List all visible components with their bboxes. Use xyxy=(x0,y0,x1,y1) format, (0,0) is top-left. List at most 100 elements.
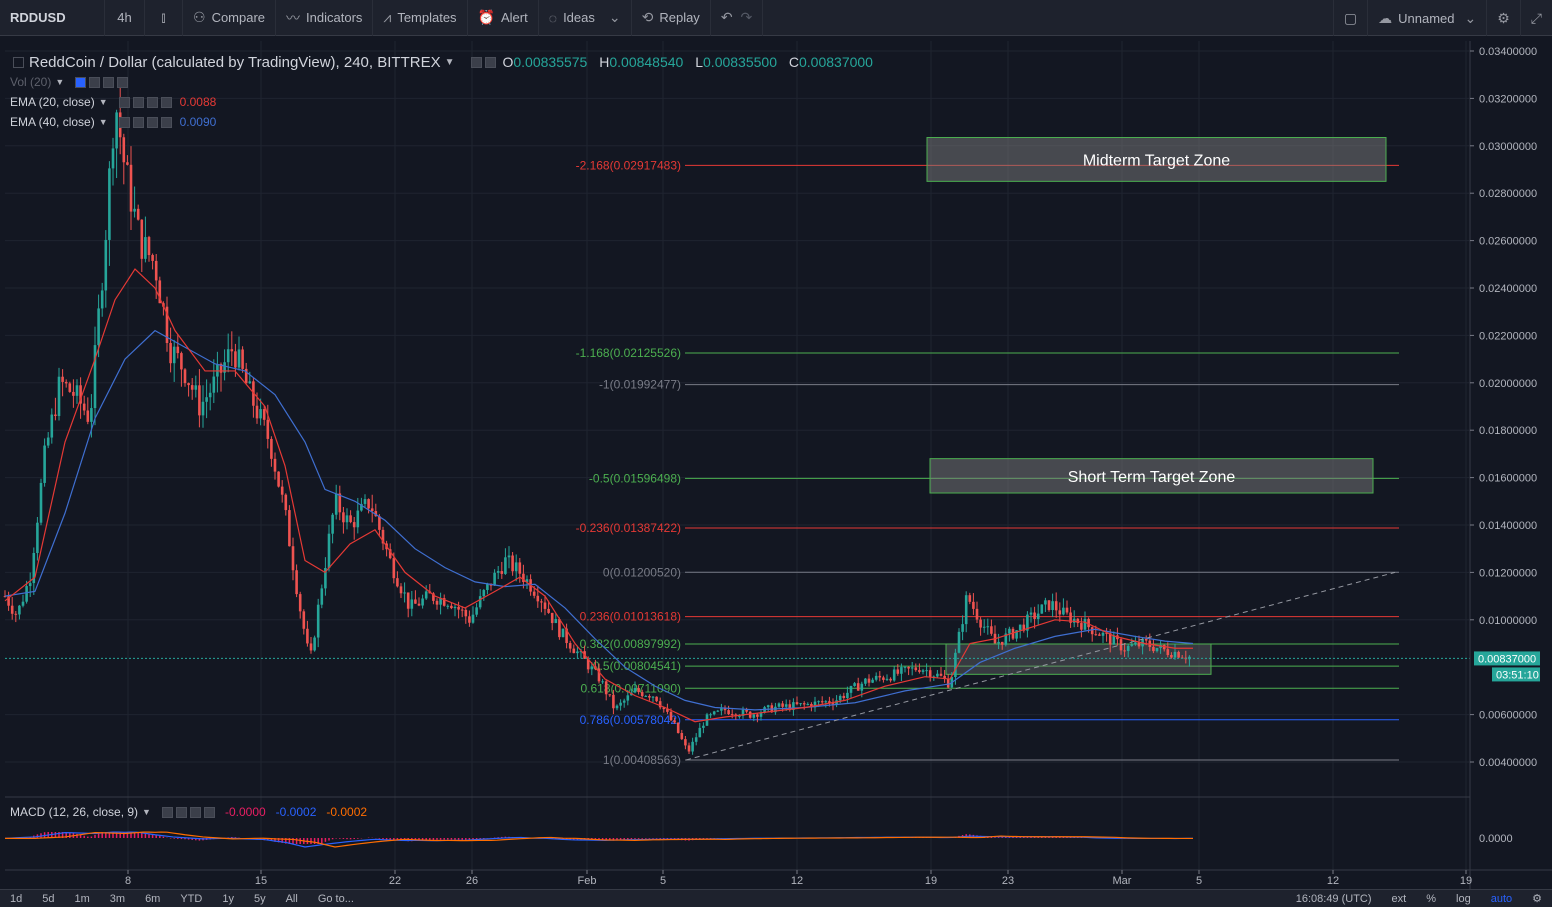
gear-icon[interactable] xyxy=(485,56,497,68)
chevron-down-icon[interactable]: ▼ xyxy=(98,117,108,127)
candle-body xyxy=(280,486,284,495)
time-axis[interactable]: 8 15 22 26 Feb 5 12 19 23 Mar 5 12 19 xyxy=(125,870,1472,887)
candle-body xyxy=(316,604,320,638)
candle-body xyxy=(550,612,554,624)
candle-body xyxy=(403,592,406,594)
chart-type-button[interactable]: ⫾ xyxy=(145,0,183,36)
gear-icon[interactable]: ⚙ xyxy=(1532,893,1542,905)
range-button-5d[interactable]: 5d xyxy=(42,892,55,905)
gear-icon[interactable] xyxy=(89,76,101,88)
candle-body xyxy=(291,546,295,571)
candle-body xyxy=(1004,633,1008,645)
chevron-down-icon[interactable]: ▼ xyxy=(444,56,455,68)
replay-button[interactable]: ⟲ Replay xyxy=(632,0,711,36)
range-button-all[interactable]: All xyxy=(285,892,298,905)
percent-toggle[interactable]: % xyxy=(1426,892,1437,905)
close-icon[interactable] xyxy=(160,116,172,128)
candle-body xyxy=(1105,632,1108,634)
candle-body xyxy=(709,714,712,716)
price-axis[interactable]: 0.03400000 0.03200000 0.03000000 0.02800000… xyxy=(1470,46,1537,845)
candle-body xyxy=(878,675,882,678)
close-value: 0.00837000 xyxy=(799,54,873,70)
candle-body xyxy=(338,493,342,513)
symbol-label: RDDUSD xyxy=(10,10,66,25)
candle-body xyxy=(1137,642,1141,647)
candle-body xyxy=(223,362,226,373)
auto-toggle[interactable]: auto xyxy=(1490,892,1513,905)
fib-level-label: -2.168(0.02917483) xyxy=(576,158,681,172)
candle-body xyxy=(165,306,169,344)
clock-time[interactable]: 16:08:49 (UTC) xyxy=(1295,892,1372,905)
gear-icon[interactable] xyxy=(132,96,144,108)
low-value: 0.00835500 xyxy=(703,54,777,70)
volume-indicator-label[interactable]: Vol (20) xyxy=(10,75,52,89)
ideas-button[interactable]: ◌ Ideas ⌄ xyxy=(539,0,632,36)
plus-icon[interactable] xyxy=(146,116,158,128)
eye-icon[interactable] xyxy=(161,806,173,818)
macd-legend: MACD (12, 26, close, 9) ▼ -0.0000 -0.000… xyxy=(10,805,367,819)
range-button-1m[interactable]: 1m xyxy=(74,892,90,905)
range-button-1y[interactable]: 1y xyxy=(222,892,234,905)
alert-button[interactable]: ⏰ Alert xyxy=(468,0,539,36)
compare-button[interactable]: ⚇ Compare xyxy=(183,0,277,36)
settings-button[interactable]: ⚙ xyxy=(1487,0,1521,36)
range-button-6m[interactable]: 6m xyxy=(145,892,161,905)
chevron-down-icon[interactable]: ▼ xyxy=(142,807,151,817)
plus-icon[interactable] xyxy=(103,76,115,88)
candle-body xyxy=(270,438,273,459)
candle-body xyxy=(568,643,572,649)
fib-extension[interactable]: -2.168(0.02917483) -1.168(0.02125526) -1(0… xyxy=(576,158,1399,767)
close-icon[interactable] xyxy=(203,806,215,818)
candle-body xyxy=(648,695,651,698)
candle-body xyxy=(745,709,748,712)
range-button-ytd[interactable]: YTD xyxy=(180,892,203,905)
symbol-search[interactable]: RDDUSD xyxy=(0,0,105,36)
fullscreen-toggle[interactable]: ▢ xyxy=(1332,0,1369,36)
interval-button[interactable]: 4h xyxy=(105,0,145,36)
ext-toggle[interactable]: ext xyxy=(1391,892,1407,905)
chevron-down-icon[interactable]: ▼ xyxy=(98,97,108,107)
chevron-down-icon[interactable]: ▼ xyxy=(55,77,65,87)
macd-signal-line xyxy=(5,831,1193,848)
candle-body xyxy=(730,714,734,716)
candle-body xyxy=(1134,642,1137,645)
candle-body xyxy=(900,667,903,674)
collapse-icon[interactable] xyxy=(13,56,24,68)
candle-body xyxy=(522,573,525,582)
candle-body xyxy=(972,601,975,609)
undo-button[interactable]: ↶ ↷ xyxy=(711,0,764,36)
plus-icon[interactable] xyxy=(189,806,201,818)
plus-icon[interactable] xyxy=(146,96,158,108)
price-tick-label: 0.01200000 xyxy=(1479,567,1537,579)
gear-icon[interactable] xyxy=(132,116,144,128)
eye-icon[interactable] xyxy=(75,76,87,88)
open-label: O xyxy=(502,54,514,70)
eye-icon[interactable] xyxy=(471,56,483,68)
gear-icon[interactable] xyxy=(175,806,187,818)
candle-body xyxy=(882,677,885,680)
close-icon[interactable] xyxy=(160,96,172,108)
price-tick-label: 0.00400000 xyxy=(1479,757,1537,769)
close-icon[interactable] xyxy=(117,76,129,88)
range-button-3m[interactable]: 3m xyxy=(109,892,126,905)
candle-body xyxy=(345,515,349,523)
ema40-label[interactable]: EMA (40, close) xyxy=(10,115,95,129)
candle-body xyxy=(1080,623,1083,630)
range-button-goto[interactable]: Go to... xyxy=(317,892,354,905)
range-button-5y[interactable]: 5y xyxy=(253,892,266,905)
templates-button[interactable]: ⩘ Templates xyxy=(373,0,468,36)
candle-body xyxy=(133,208,136,212)
target-zones[interactable]: Midterm Target Zone Short Term Target Zon… xyxy=(926,137,1387,675)
expand-button[interactable]: ⤢ xyxy=(1521,0,1552,36)
candle-body xyxy=(226,349,230,363)
macd-label[interactable]: MACD (12, 26, close, 9) xyxy=(10,805,139,819)
eye-icon[interactable] xyxy=(118,96,130,108)
candle-body xyxy=(464,609,468,617)
range-button-1d[interactable]: 1d xyxy=(10,892,23,905)
layout-button[interactable]: ☁ Unnamed ⌄ xyxy=(1368,0,1488,36)
log-toggle[interactable]: log xyxy=(1456,892,1471,905)
eye-icon[interactable] xyxy=(118,116,130,128)
ema20-label[interactable]: EMA (20, close) xyxy=(10,95,95,109)
indicators-button[interactable]: 〰 Indicators xyxy=(276,0,374,36)
